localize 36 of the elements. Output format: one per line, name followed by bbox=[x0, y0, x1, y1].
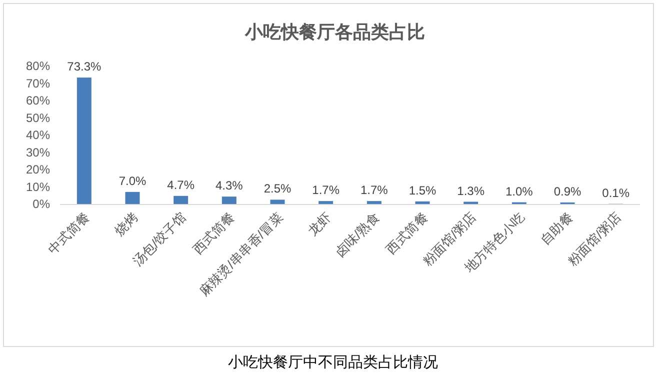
y-tick-label: 10% bbox=[26, 180, 50, 194]
bar bbox=[415, 201, 430, 204]
data-label: 0.9% bbox=[554, 184, 582, 198]
bar bbox=[222, 196, 236, 204]
y-tick-label: 70% bbox=[26, 76, 50, 90]
bar bbox=[318, 201, 334, 204]
data-label: 4.3% bbox=[215, 178, 244, 193]
x-tick-label: 自助餐 bbox=[537, 210, 576, 248]
bar bbox=[76, 78, 92, 204]
data-label: 1.3% bbox=[457, 184, 485, 198]
y-tick-label: 40% bbox=[26, 128, 50, 142]
text: 小吃快餐厅中不同品类占比情况 bbox=[228, 354, 438, 371]
data-label: 2.5% bbox=[264, 182, 292, 196]
x-tick-label: 中式简餐 bbox=[44, 210, 92, 257]
bar bbox=[270, 200, 285, 204]
data-label: 7.0% bbox=[118, 174, 146, 188]
x-tick-label: 卤味/熟食 bbox=[332, 210, 382, 260]
data-label: 1.5% bbox=[408, 183, 436, 198]
data-label: 0.1% bbox=[602, 186, 630, 200]
y-tick-label: 20% bbox=[26, 162, 50, 176]
data-label: 4.7% bbox=[167, 178, 195, 192]
bar bbox=[174, 196, 188, 204]
data-label: 1.7% bbox=[312, 183, 340, 198]
y-tick-label: 60% bbox=[26, 94, 50, 108]
x-tick-label: 烧烤 bbox=[112, 210, 141, 239]
chart-title: 小吃快餐厅各品类占比 bbox=[244, 22, 425, 42]
bar bbox=[125, 192, 140, 204]
data-label: 1.0% bbox=[505, 184, 534, 198]
y-tick-label: 80% bbox=[26, 59, 50, 73]
x-tick-label: 龙虾 bbox=[304, 210, 334, 239]
y-tick-label: 30% bbox=[26, 145, 50, 160]
y-tick-label: 50% bbox=[26, 110, 50, 125]
data-label: 1.7% bbox=[360, 183, 388, 198]
y-tick-label: 0% bbox=[32, 197, 50, 211]
data-label: 73.3% bbox=[67, 60, 102, 74]
bar bbox=[366, 201, 382, 204]
